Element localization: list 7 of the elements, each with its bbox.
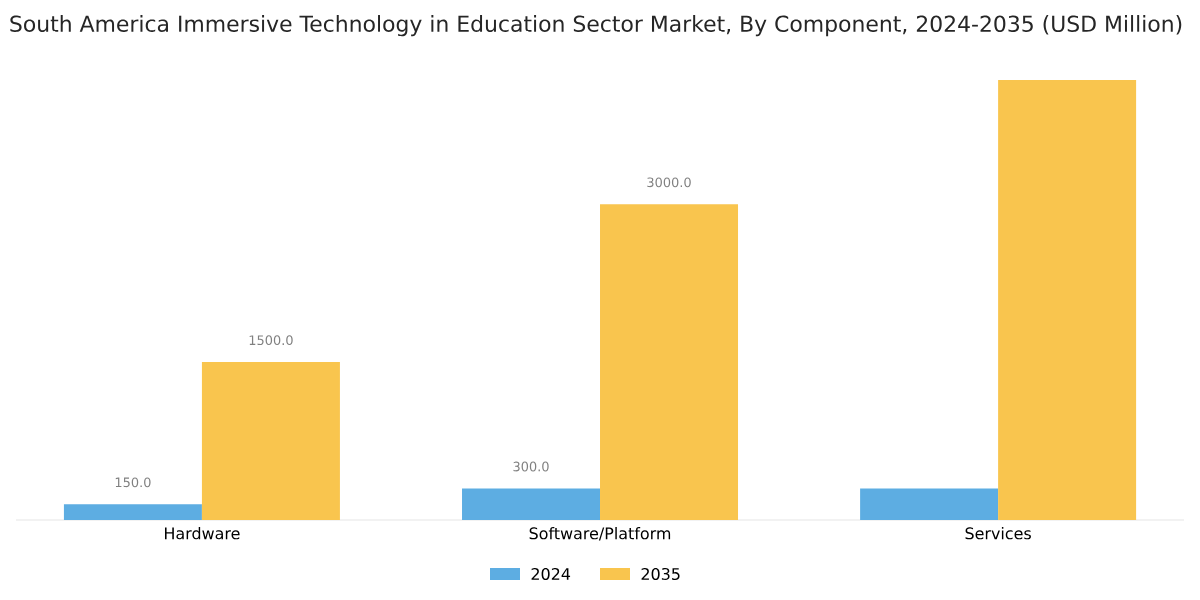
bar bbox=[998, 79, 1137, 520]
bar bbox=[600, 204, 739, 520]
bar bbox=[201, 362, 340, 520]
chart-title: South America Immersive Technology in Education Sector Market, By Component, 2024-2035 (USD Million) bbox=[10, 15, 1182, 37]
bar bbox=[462, 488, 601, 520]
bar bbox=[860, 488, 999, 520]
bar bbox=[63, 504, 202, 520]
